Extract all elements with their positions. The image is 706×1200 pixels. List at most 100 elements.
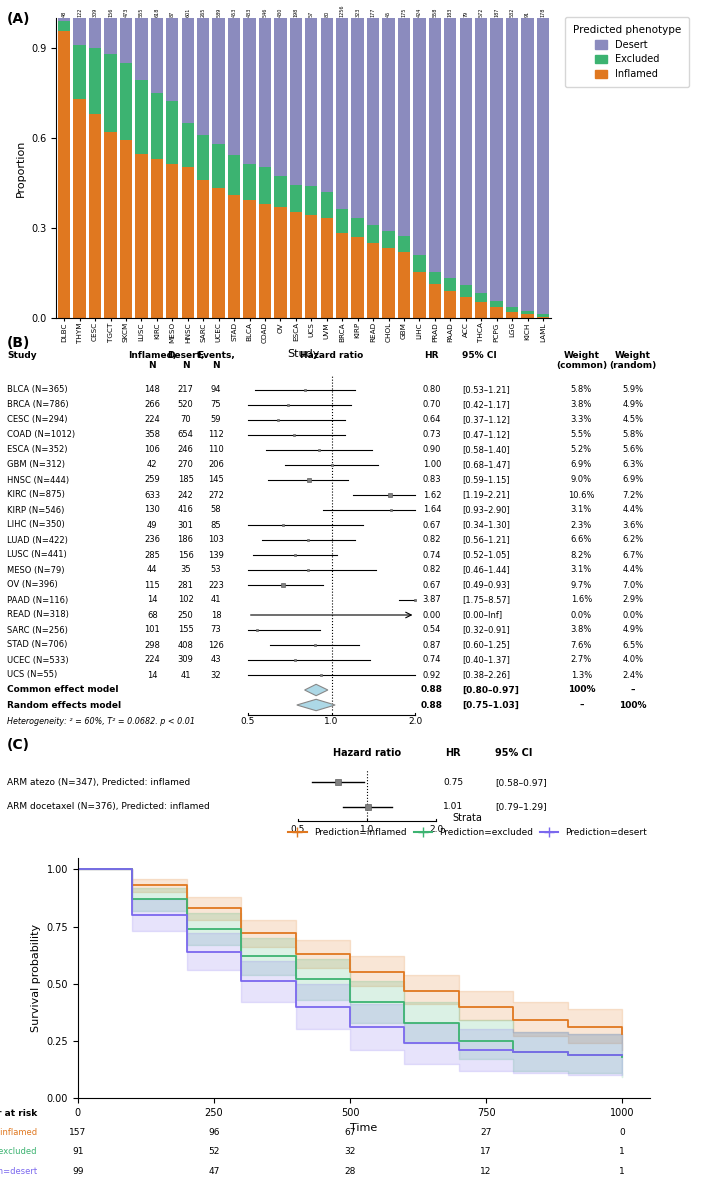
Bar (444, 290, 457, 318)
Bar (506, 312, 518, 318)
Text: 0.5: 0.5 (290, 826, 305, 834)
Prediction=excluded (237, 922, 245, 936)
Text: [0.47–1.12]: [0.47–1.12] (462, 431, 510, 439)
Prediction=desert (563, 1045, 572, 1060)
Text: 408: 408 (178, 641, 193, 649)
Prediction=desert (509, 1043, 517, 1057)
Text: 47: 47 (208, 1166, 220, 1176)
Bar (136, 80, 148, 154)
Prediction=excluded (455, 1033, 463, 1048)
Bar (537, 317, 549, 318)
Bar (274, 206, 287, 318)
Prediction=inflamed (400, 983, 409, 997)
Text: 68: 68 (147, 611, 157, 619)
Bar (289, 211, 302, 318)
Prediction=inflamed (182, 901, 191, 916)
Text: 1.64: 1.64 (423, 505, 441, 515)
Bar (460, 284, 472, 296)
Bar (460, 18, 472, 284)
Text: [0.58–1.40]: [0.58–1.40] (462, 445, 510, 455)
Bar (259, 204, 271, 318)
Legend: Prediction=inflamed, Prediction=excluded, Prediction=desert: Prediction=inflamed, Prediction=excluded… (285, 810, 651, 840)
Text: 0.0%: 0.0% (570, 611, 592, 619)
Text: 572: 572 (479, 8, 484, 17)
Text: 2.0: 2.0 (429, 826, 443, 834)
Text: MESO (N=79): MESO (N=79) (7, 565, 64, 575)
Text: 3.6%: 3.6% (623, 521, 644, 529)
Text: 185: 185 (178, 475, 193, 485)
Text: 0.87: 0.87 (423, 641, 441, 649)
Text: 0.88: 0.88 (421, 701, 443, 709)
Bar (383, 247, 395, 318)
Text: 298: 298 (145, 641, 160, 649)
Text: 53: 53 (210, 565, 221, 575)
Text: 80: 80 (324, 11, 329, 17)
Text: 1.6%: 1.6% (570, 595, 592, 605)
Bar (506, 306, 518, 312)
Text: COAD (N=1012): COAD (N=1012) (7, 431, 75, 439)
Text: BRCA (N=786): BRCA (N=786) (7, 401, 68, 409)
Text: 0.00: 0.00 (423, 611, 441, 619)
Text: READ (N=318): READ (N=318) (7, 611, 69, 619)
Text: 1.01: 1.01 (443, 803, 463, 811)
Text: Hazard ratio: Hazard ratio (333, 748, 401, 757)
Text: 85: 85 (210, 521, 221, 529)
Bar (397, 18, 410, 235)
Text: 2.7%: 2.7% (570, 655, 592, 665)
Bar (521, 18, 534, 311)
Text: Weight: Weight (615, 350, 651, 360)
Text: 424: 424 (417, 8, 422, 17)
Text: 323: 323 (355, 8, 360, 17)
Bar (352, 18, 364, 217)
Text: 17: 17 (480, 1147, 492, 1157)
Text: 110: 110 (208, 445, 224, 455)
Prediction=inflamed (509, 1000, 517, 1014)
Text: 28: 28 (345, 1166, 356, 1176)
Prediction=inflamed (128, 878, 136, 893)
Text: PAAD (N=116): PAAD (N=116) (7, 595, 68, 605)
Bar (166, 163, 179, 318)
Text: 6.5%: 6.5% (623, 641, 644, 649)
Text: N: N (181, 361, 189, 371)
Prediction=excluded (400, 1015, 409, 1030)
Prediction=excluded (292, 972, 300, 986)
Bar (259, 167, 271, 204)
Bar (397, 252, 410, 318)
Bar (73, 44, 86, 98)
Text: 0.90: 0.90 (423, 445, 441, 455)
Text: SARC (N=256): SARC (N=256) (7, 625, 68, 635)
Text: 1.00: 1.00 (423, 461, 441, 469)
Bar (58, 20, 71, 30)
Bar (213, 187, 225, 318)
Bar (321, 192, 333, 217)
Prediction=excluded (563, 1045, 572, 1060)
Prediction=desert (618, 1048, 626, 1062)
Text: 48: 48 (61, 11, 66, 17)
Text: 122: 122 (77, 8, 82, 17)
Text: UCS (N=55): UCS (N=55) (7, 671, 57, 679)
Text: 0.5: 0.5 (241, 716, 255, 726)
Prediction=desert (400, 1020, 409, 1034)
Text: 1.3%: 1.3% (570, 671, 592, 679)
Text: Common effect model: Common effect model (7, 685, 119, 695)
Text: Desert,: Desert, (167, 350, 204, 360)
Text: Hazard ratio: Hazard ratio (300, 350, 363, 360)
Text: LIHC (N=350): LIHC (N=350) (7, 521, 65, 529)
Text: 473: 473 (124, 8, 128, 17)
Prediction=desert (292, 1000, 300, 1014)
Text: 223: 223 (208, 581, 224, 589)
Bar (104, 54, 116, 132)
Text: 1: 1 (619, 1166, 626, 1176)
Text: 0.92: 0.92 (423, 671, 441, 679)
Bar (537, 18, 549, 314)
Text: 41: 41 (211, 595, 221, 605)
Bar (321, 217, 333, 318)
Text: 58: 58 (210, 505, 221, 515)
Text: 6.9%: 6.9% (570, 461, 592, 469)
Bar (181, 122, 194, 167)
Text: 5.8%: 5.8% (570, 385, 592, 395)
Text: –: – (631, 685, 635, 695)
Prediction=inflamed (237, 901, 245, 916)
Bar (413, 271, 426, 318)
Text: [0.79–1.29]: [0.79–1.29] (495, 803, 546, 811)
